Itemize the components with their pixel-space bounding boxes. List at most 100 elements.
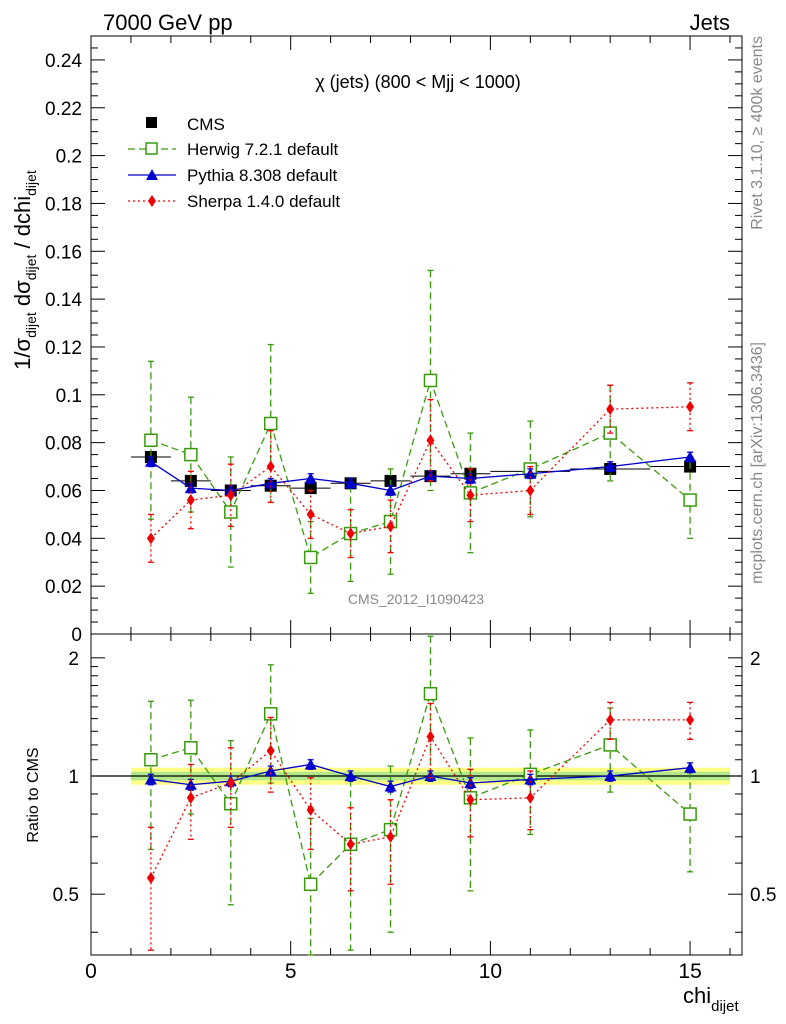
legend-marker-pythia — [146, 169, 158, 180]
ratio-sherpa-point — [386, 830, 395, 843]
y-tick-label-main: 0.22 — [45, 99, 82, 120]
y-tick-label-main: 0.18 — [45, 194, 82, 215]
x-axis-label-main: chi — [683, 983, 711, 1008]
main-pythia-point — [604, 460, 617, 472]
main-sherpa-point — [306, 508, 315, 521]
main-herwig-point — [224, 505, 238, 519]
rivet-label: Rivet 3.1.10, ≥ 400k events — [749, 36, 766, 230]
x-tick-label: 5 — [285, 960, 297, 983]
main-pythia-point — [264, 477, 277, 489]
ratio-herwig-point — [303, 877, 318, 892]
legend-label-herwig: Herwig 7.2.1 default — [187, 140, 338, 159]
main-sherpa-point — [226, 489, 235, 502]
y-tick-label-main: 0.16 — [45, 242, 82, 263]
ratio-herwig-point — [423, 687, 438, 701]
y-tick-label-ratio-right: 0.5 — [750, 885, 776, 906]
legend-marker-sherpa — [148, 195, 156, 207]
ratio-panel-frame — [90, 633, 743, 956]
analysis-id: CMS_2012_I1090423 — [348, 591, 484, 607]
header-left: 7000 GeV pp — [103, 10, 233, 35]
legend-label-pythia: Pythia 8.308 default — [187, 166, 338, 185]
ratio-pythia-point — [344, 770, 357, 782]
ratio-pythia-point — [144, 773, 157, 785]
y-axis-label-main: 1/σdijet dσdijet / dchidijet — [10, 170, 39, 370]
ratio-pythia-line — [150, 763, 691, 788]
ratio-pythia-point — [384, 780, 397, 792]
ratio-series-layer — [144, 635, 697, 956]
main-herwig-point — [184, 447, 198, 462]
y-axis-label-ratio: Ratio to CMS — [25, 747, 42, 842]
ratio-pythia-point — [684, 761, 697, 773]
ratio-sherpa-point — [186, 791, 195, 804]
main-herwig-point — [144, 433, 158, 447]
legend-label-cms: CMS — [187, 115, 225, 134]
main-pythia-point — [464, 472, 477, 484]
legend-marker-cms — [146, 117, 157, 128]
legend: CMS Herwig 7.2.1 default Pythia 8.308 de… — [128, 115, 340, 211]
main-herwig-point — [683, 493, 697, 507]
ratio-pythia-point — [304, 758, 317, 770]
y-tick-label-main: 0.2 — [56, 147, 82, 168]
main-sherpa-point — [346, 527, 355, 540]
mcplots-label: mcplots.cern.ch [arXiv:1306.3436] — [749, 342, 766, 584]
x-axis-label: chidijet — [683, 983, 739, 1015]
y-tick-label-main: 0 — [71, 625, 82, 646]
header-right: Jets — [690, 10, 730, 35]
main-sherpa-point — [186, 494, 195, 507]
main-pythia-point — [304, 472, 317, 484]
main-series-layer — [130, 269, 731, 594]
main-pythia-point — [384, 484, 397, 496]
main-sherpa-point — [386, 520, 395, 533]
y-tick-label-main: 0.02 — [45, 577, 82, 598]
main-sherpa-point — [466, 489, 475, 502]
main-sherpa-point — [266, 460, 275, 473]
ratio-herwig-point — [144, 753, 158, 767]
y-axis-label-main-text: 1/σdijet dσdijet / dchidijet — [10, 170, 39, 370]
main-pythia-point — [344, 477, 357, 489]
main-sherpa-point — [426, 434, 435, 447]
ratio-axis-ticks: 0.5 0.5 1 1 2 2 — [53, 649, 776, 933]
y-tick-label-ratio-right: 1 — [750, 767, 761, 788]
plot-title: χ (jets) (800 < Mjj < 1000) — [315, 72, 521, 92]
main-herwig-point — [263, 416, 278, 431]
y-tick-label-ratio-right: 2 — [750, 649, 761, 670]
ratio-sherpa-point — [226, 776, 235, 789]
x-tick-label: 10 — [479, 960, 502, 983]
ratio-sherpa-line — [150, 719, 691, 879]
ratio-sherpa-point — [306, 803, 315, 816]
x-tick-label: 15 — [678, 960, 701, 983]
ratio-herwig-point — [184, 741, 198, 755]
y-tick-label-main: 0.12 — [45, 338, 82, 359]
y-tick-label-main: 0.04 — [45, 529, 82, 550]
ratio-sherpa-point — [426, 730, 435, 743]
y-tick-label-ratio: 0.5 — [53, 885, 79, 906]
main-pythia-point — [144, 455, 157, 467]
main-sherpa-point — [526, 484, 535, 497]
ratio-sherpa-point — [606, 713, 615, 726]
ratio-sherpa-point — [466, 793, 475, 806]
ratio-herwig-point — [683, 807, 697, 821]
x-tick-label: 0 — [85, 960, 97, 983]
main-herwig-line — [150, 378, 691, 559]
ratio-pythia-point — [524, 773, 537, 785]
y-tick-label-main: 0.06 — [45, 481, 82, 502]
ratio-pythia-point — [264, 764, 277, 776]
ratio-pythia-point — [604, 770, 617, 782]
main-sherpa-point — [686, 400, 695, 413]
y-tick-label-main: 0.1 — [56, 386, 82, 407]
ratio-pythia-point — [184, 778, 197, 790]
main-sherpa-point — [146, 532, 155, 545]
x-axis-ticks: 0 5 10 15 — [85, 36, 731, 983]
main-pythia-point — [684, 450, 697, 462]
y-tick-label-ratio: 2 — [68, 649, 79, 670]
x-axis-label-sub: dijet — [711, 998, 739, 1015]
y-tick-label-main: 0.24 — [45, 51, 82, 72]
ratio-herwig-point — [603, 738, 617, 752]
ratio-sherpa-point — [686, 713, 695, 726]
main-sherpa-line — [150, 406, 691, 539]
legend-label-sherpa: Sherpa 1.4.0 default — [187, 192, 340, 211]
ratio-sherpa-point — [526, 791, 535, 804]
ratio-sherpa-point — [266, 744, 275, 757]
main-pythia-line — [150, 456, 691, 492]
